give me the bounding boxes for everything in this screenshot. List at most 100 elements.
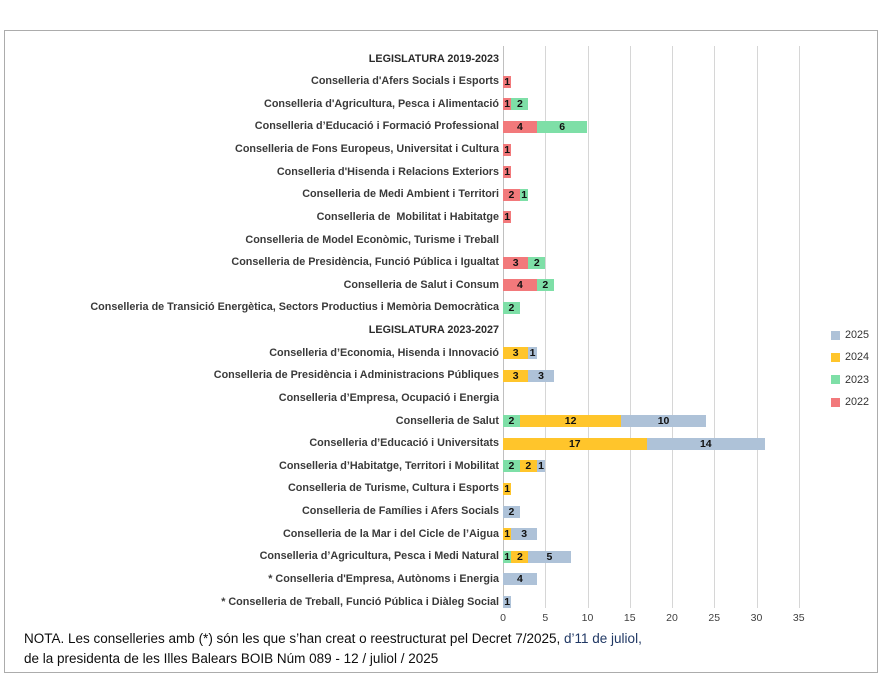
category-label: Conselleria d’Habitatge, Territori i Mob… (279, 459, 499, 472)
bar-value-label: 3 (538, 369, 544, 382)
x-tick-label: 10 (581, 612, 594, 624)
note-line1-highlight: d’11 de juliol, (564, 631, 642, 646)
x-tick-label: 35 (792, 612, 805, 624)
bar-segment-2025: 1 (536, 460, 546, 473)
bar-value-label: 1 (504, 550, 511, 563)
chart-frame (4, 30, 878, 673)
category-label: Conselleria de Famílies i Afers Socials (301, 505, 499, 518)
note-line2: de la presidenta de les Illes Balears BO… (24, 651, 439, 666)
bar-value-label: 3 (512, 369, 519, 382)
x-tick-label: 15 (623, 612, 636, 624)
bar-value-label: 1 (504, 166, 511, 179)
bar-value-label: 12 (564, 415, 577, 428)
gridline (629, 46, 631, 608)
bar-segment-2025: 1 (528, 347, 537, 360)
bar-segment-2023: 2 (511, 98, 529, 111)
category-label: Conselleria de Model Econòmic, Turisme i… (245, 233, 499, 246)
gridline (672, 46, 673, 608)
bar-value-label: 1 (504, 75, 511, 88)
bar-value-label: 2 (525, 460, 532, 473)
bar-segment-2024: 12 (519, 415, 622, 428)
bar-segment-2025: 3 (528, 369, 554, 382)
gridline (798, 46, 800, 608)
category-label: * Conselleria de Treball, Funció Pública… (221, 595, 499, 608)
category-label: Conselleria de Presidència i Administrac… (213, 369, 499, 382)
bar-value-label: 2 (542, 279, 549, 292)
bar-segment-2022: 1 (503, 211, 512, 224)
category-label: Conselleria d'Agricultura, Pesca i Alime… (264, 97, 499, 110)
category-label: * Conselleria d'Empresa, Autònoms i Ener… (268, 572, 499, 585)
bar-segment-2022: 3 (503, 256, 529, 269)
note-line1: NOTA. Les conselleries amb (*) són les q… (24, 629, 824, 649)
bar-value-label: 2 (508, 301, 515, 314)
bar-segment-2023: 2 (536, 279, 554, 292)
category-label: Conselleria de Fons Europeus, Universita… (235, 143, 499, 156)
bar-segment-2025: 1 (503, 596, 512, 609)
bar-value-label: 1 (504, 596, 511, 609)
bar-value-label: 1 (529, 347, 536, 360)
category-label: Conselleria de Salut (395, 414, 499, 427)
bar-segment-2025: 2 (503, 505, 520, 518)
bar-segment-2023: 1 (503, 550, 512, 563)
bar-segment-2022: 1 (503, 75, 512, 88)
bar-segment-2022: 4 (503, 120, 537, 133)
category-label: Conselleria d’Educació i Universitats (309, 437, 499, 450)
bar-segment-2024: 17 (503, 437, 647, 450)
bar-value-label: 4 (516, 120, 523, 133)
bar-segment-2023: 2 (528, 256, 546, 269)
chart-note: NOTA. Les conselleries amb (*) són les q… (24, 629, 824, 669)
gridline (587, 46, 589, 608)
bar-value-label: 4 (516, 279, 523, 292)
bar-segment-2024: 3 (503, 369, 529, 382)
bar-value-label: 3 (512, 347, 519, 360)
bar-segment-2025: 14 (646, 437, 765, 450)
x-tick-label: 25 (708, 612, 721, 624)
bar-segment-2024: 3 (503, 347, 529, 360)
bar-value-label: 14 (699, 437, 712, 450)
category-label: Conselleria de Transició Energètica, Sec… (90, 301, 499, 314)
section-label: LEGISLATURA 2023-2027 (368, 324, 499, 337)
category-label: Conselleria de la Mar i del Cicle de l’A… (282, 527, 499, 540)
x-tick-label: 0 (500, 612, 506, 624)
bar-segment-2024: 1 (503, 482, 512, 495)
bar-segment-2024: 2 (519, 460, 537, 473)
section-label: LEGISLATURA 2019-2023 (368, 52, 499, 65)
bar-segment-2024: 2 (511, 550, 529, 563)
category-label: Conselleria d'Afers Socials i Esports (311, 75, 499, 88)
bar-segment-2023: 2 (503, 301, 520, 314)
bar-segment-2023: 2 (503, 415, 520, 428)
bar-value-label: 17 (568, 437, 581, 450)
gridline (714, 46, 716, 608)
category-label: Conselleria de Medi Ambient i Territori (302, 188, 499, 201)
bar-value-label: 2 (508, 415, 515, 428)
bar-value-label: 1 (504, 482, 511, 495)
bar-value-label: 3 (512, 256, 519, 269)
bar-segment-2022: 1 (503, 143, 512, 156)
bar-segment-2025: 3 (511, 528, 537, 541)
category-label: Conselleria d'Hisenda i Relacions Exteri… (276, 165, 499, 178)
bar-value-label: 4 (516, 573, 523, 586)
category-label: Conselleria d’Agricultura, Pesca i Medi … (259, 550, 499, 563)
axis-line (503, 46, 504, 608)
bar-value-label: 6 (559, 120, 566, 133)
bar-segment-2025: 4 (503, 573, 537, 586)
category-label: Conselleria d’Educació i Formació Profes… (254, 120, 499, 133)
bar-value-label: 2 (508, 505, 515, 518)
bar-value-label: 10 (657, 415, 670, 428)
bar-value-label: 1 (504, 98, 511, 111)
category-label: Conselleria d’Empresa, Ocupació i Energi… (278, 391, 499, 404)
bar-segment-2023: 6 (536, 120, 588, 133)
bar-value-label: 1 (521, 188, 528, 201)
gridline (756, 46, 758, 608)
bar-value-label: 1 (504, 211, 511, 224)
category-label: Conselleria de Salut i Consum (343, 278, 499, 291)
bar-segment-2022: 1 (503, 166, 512, 179)
bar-segment-2025: 10 (621, 415, 706, 428)
bar-segment-2022: 4 (503, 279, 537, 292)
category-label: Conselleria d’Economia, Hisenda i Innova… (269, 346, 499, 359)
category-label: Conselleria de Presidència, Funció Públi… (231, 256, 499, 269)
bar-value-label: 1 (504, 528, 511, 541)
bar-value-label: 5 (546, 550, 553, 563)
bar-value-label: 3 (521, 528, 528, 541)
